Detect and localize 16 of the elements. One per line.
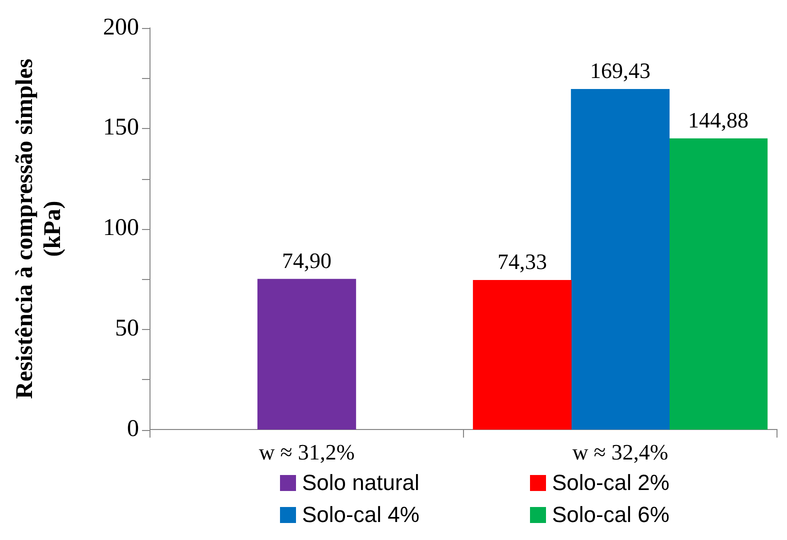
y-tick-label: 200 xyxy=(103,14,139,40)
data-label: 74,33 xyxy=(498,249,547,274)
x-tick-label: w ≈ 31,2% xyxy=(258,440,355,465)
legend-label: Solo natural xyxy=(302,470,420,496)
data-label: 169,43 xyxy=(590,58,650,84)
legend-label: Solo-cal 2% xyxy=(552,470,670,496)
y-tick-label: 0 xyxy=(127,416,139,442)
y-tick-label: 50 xyxy=(115,315,139,342)
y-tick-label: 150 xyxy=(103,114,139,141)
data-label: 74,90 xyxy=(282,248,332,273)
data-label: 144,88 xyxy=(688,107,748,132)
legend-label: Solo-cal 4% xyxy=(302,502,420,528)
legend-label: Solo-cal 6% xyxy=(552,502,670,528)
x-tick-label: w ≈ 32,4% xyxy=(572,440,668,465)
y-axis-title: Resistência à compressão simples (kPa) xyxy=(12,58,66,399)
y-tick-label: 100 xyxy=(103,215,139,242)
